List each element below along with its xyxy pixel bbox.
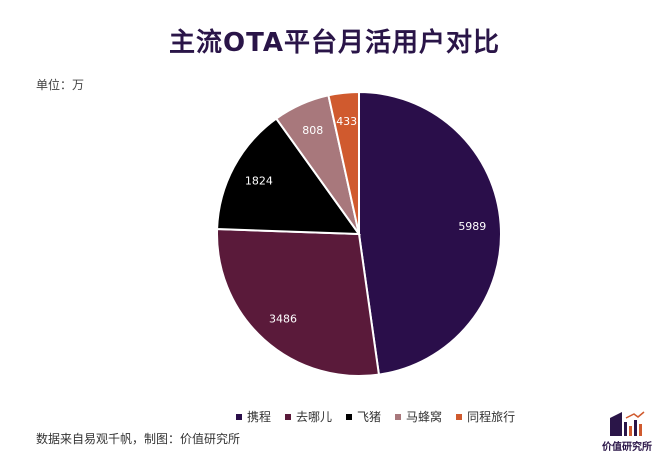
- pie-slice-2: [216, 117, 361, 236]
- legend-label-1: 去哪儿: [296, 410, 333, 424]
- slice-label-4: 433: [336, 115, 357, 128]
- logo-text: 价值研究所: [602, 442, 652, 453]
- slice-label-0: 5989: [458, 220, 486, 233]
- legend-label-2: 飞猪: [357, 410, 382, 424]
- legend-item-2: 飞猪: [346, 408, 381, 425]
- legend-swatch-1: [285, 413, 292, 420]
- pie-chart: 5989 3486 1824 808 433: [216, 90, 502, 377]
- legend-item-4: 同程旅行: [456, 408, 515, 425]
- legend-label-3: 马蜂窝: [406, 410, 443, 424]
- pie-slice-4: [327, 90, 360, 235]
- slice-label-3: 808: [302, 124, 323, 137]
- legend: 携程 去哪儿 飞猪 马蜂窝 同程旅行: [236, 408, 515, 425]
- legend-item-0: 携程: [236, 408, 271, 425]
- source-note: 数据来自易观千帆，制图：价值研究所: [36, 432, 241, 446]
- legend-swatch-0: [236, 413, 242, 420]
- logo-icon: [610, 411, 645, 436]
- pie-slice-1: [216, 227, 381, 377]
- legend-item-1: 去哪儿: [285, 408, 332, 425]
- pie-slice-0: [358, 90, 502, 376]
- legend-swatch-3: [395, 413, 402, 420]
- slice-label-2: 1824: [245, 174, 273, 187]
- slice-label-1: 3486: [269, 312, 297, 325]
- legend-label-0: 携程: [247, 410, 272, 424]
- legend-swatch-2: [346, 413, 353, 420]
- legend-label-4: 同程旅行: [467, 410, 516, 424]
- legend-swatch-4: [456, 413, 463, 420]
- legend-item-3: 马蜂窝: [395, 408, 442, 425]
- unit-label: 单位：万: [36, 78, 85, 92]
- chart-title: 主流OTA平台月活用户对比: [169, 28, 500, 58]
